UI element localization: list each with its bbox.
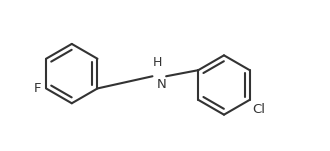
Text: N: N bbox=[156, 78, 166, 91]
Text: H: H bbox=[153, 56, 162, 69]
Text: Cl: Cl bbox=[253, 103, 266, 116]
Text: F: F bbox=[34, 82, 42, 95]
